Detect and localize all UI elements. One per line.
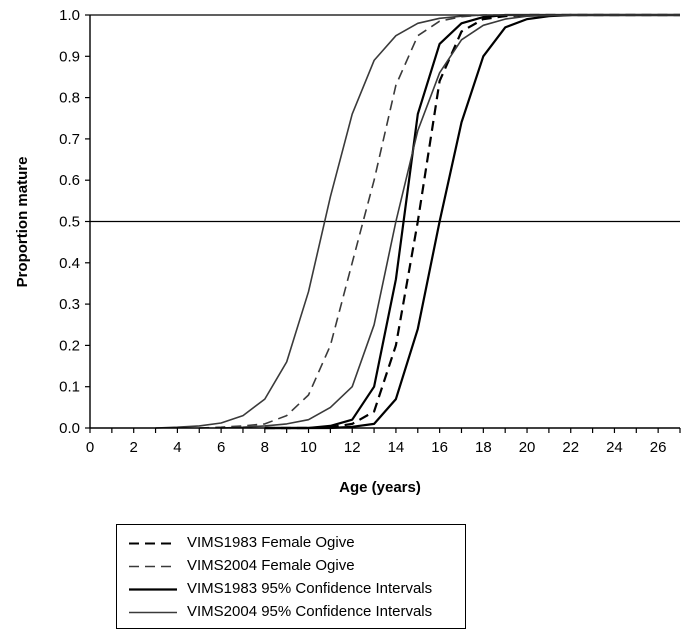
y-tick-label: 0.6: [59, 172, 80, 189]
x-tick-label: 18: [475, 439, 492, 456]
legend-label: VIMS2004 Female Ogive: [187, 557, 355, 574]
y-tick-label: 0.2: [59, 337, 80, 354]
x-tick-label: 4: [173, 439, 181, 456]
x-axis-title: Age (years): [339, 479, 421, 496]
x-tick-label: 0: [86, 439, 94, 456]
legend-swatch-solid-gray: [129, 611, 177, 613]
legend-swatch-dashed-black: [129, 542, 177, 544]
x-tick-label: 22: [562, 439, 579, 456]
legend-swatch-solid-black: [129, 587, 177, 591]
chart: 0.00.10.20.30.40.50.60.70.80.91.00 2 4 6 8 10…: [14, 7, 681, 496]
grid-layer: [90, 14, 680, 223]
y-tick-label: 0.1: [59, 379, 80, 396]
y-axis-title: Proportion mature: [14, 157, 31, 288]
y-tick-label: 0.0: [59, 420, 80, 437]
legend: VIMS1983 Female Ogive VIMS2004 Female Og…: [116, 524, 466, 629]
series-line-1: [199, 14, 680, 429]
y-tick-label: 0.8: [59, 90, 80, 107]
legend-item: VIMS1983 Female Ogive: [117, 531, 465, 554]
y-tick-label: 0.3: [59, 296, 80, 313]
x-tick-label: 12: [344, 439, 361, 456]
legend-item: VIMS2004 Female Ogive: [117, 554, 465, 577]
legend-swatch-dashed-gray: [129, 565, 177, 567]
series-line-5: [221, 14, 680, 429]
legend-item: VIMS1983 95% Confidence Intervals: [117, 577, 465, 600]
legend-label: VIMS1983 95% Confidence Intervals: [187, 580, 433, 597]
y-tick-label: 0.9: [59, 48, 80, 65]
y-tick-label: 0.4: [59, 255, 80, 272]
x-tick-label: 20: [519, 439, 536, 456]
x-tick-label: 16: [431, 439, 448, 456]
series-line-4: [155, 14, 680, 429]
legend-label: VIMS2004 95% Confidence Intervals: [187, 603, 433, 620]
x-tick-label: 14: [388, 439, 405, 456]
legend-label: VIMS1983 Female Ogive: [187, 534, 355, 551]
legend-item: VIMS2004 95% Confidence Intervals: [117, 600, 465, 623]
y-tick-label: 0.7: [59, 131, 80, 148]
x-tick-label: 10: [300, 439, 317, 456]
x-tick-label: 8: [261, 439, 269, 456]
y-tick-label: 1.0: [59, 7, 80, 24]
x-tick-label: 24: [606, 439, 623, 456]
x-tick-label: 26: [650, 439, 667, 456]
x-tick-label: 6: [217, 439, 225, 456]
x-tick-label: 2: [130, 439, 138, 456]
y-tick-label: 0.5: [59, 214, 80, 231]
axis-layer: 0.00.10.20.30.40.50.60.70.80.91.00 2 4 6 8 10…: [59, 7, 681, 456]
